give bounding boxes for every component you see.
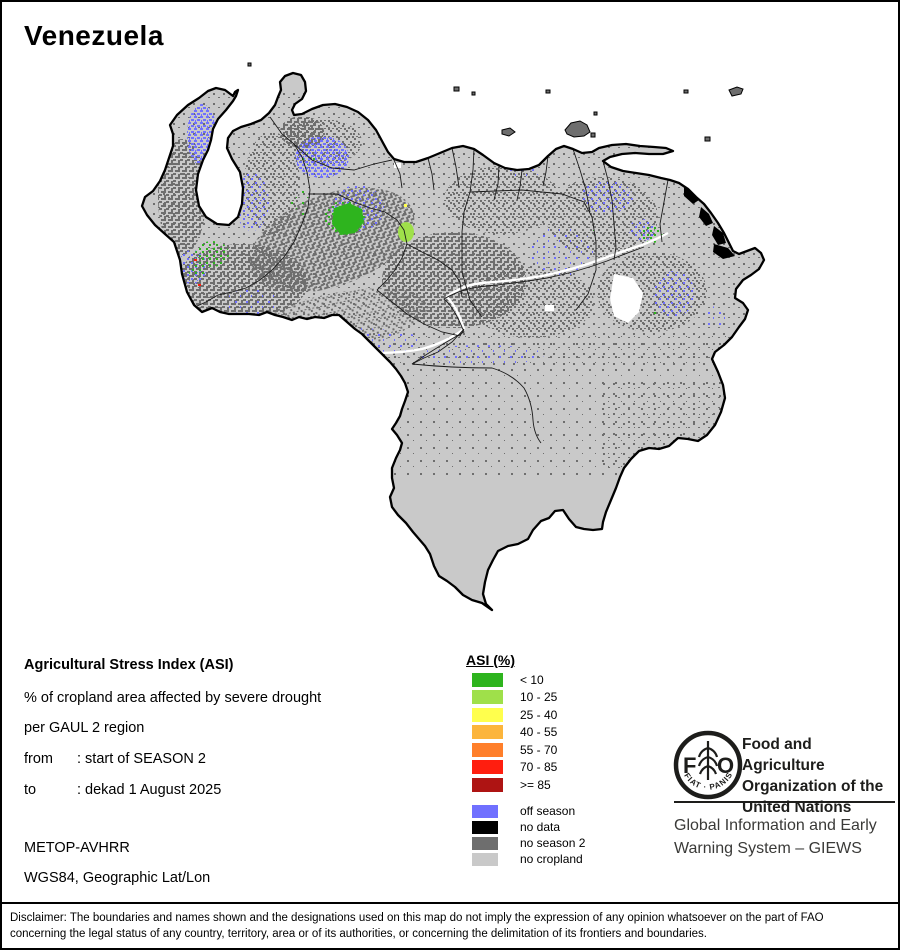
islands	[247, 62, 744, 142]
legend-row: no data	[472, 819, 585, 835]
legend-swatch	[472, 852, 498, 866]
legend-swatch	[472, 690, 503, 705]
legend-label: < 10	[520, 672, 544, 687]
giews-line1: Global Information and Early	[674, 817, 877, 834]
page-title: Venezuela	[24, 20, 164, 51]
legend-label: no data	[520, 820, 561, 834]
asi-description-line2: per GAUL 2 region	[24, 720, 145, 736]
legend-label: off season	[520, 804, 576, 818]
legend-label: 10 - 25	[520, 690, 558, 705]
legend-swatch	[472, 777, 503, 792]
legend-row: >= 85	[472, 776, 557, 794]
asi-legend-extras: off season no data no season 2 no cropland	[472, 803, 585, 867]
legend-swatch	[472, 742, 503, 757]
wheat-ear-icon	[697, 741, 719, 780]
asi-heading: Agricultural Stress Index (ASI)	[24, 657, 234, 673]
legend-row: 25 - 40	[472, 706, 557, 724]
legend-swatch	[472, 672, 503, 687]
admin-boundaries	[196, 116, 669, 444]
giews-label: Global Information and Early Warning Sys…	[674, 814, 877, 860]
to-value: : dekad 1 August 2025	[77, 782, 222, 798]
legend-swatch	[472, 760, 503, 775]
to-label: to	[24, 782, 37, 798]
legend-row: no cropland	[472, 851, 585, 867]
legend-swatch	[472, 804, 498, 818]
legend-swatch	[472, 836, 498, 850]
date-range-from: from : start of SEASON 2	[24, 751, 206, 767]
venezuela-map	[140, 62, 766, 612]
legend-row: 40 - 55	[472, 724, 557, 742]
legend-swatch	[472, 725, 503, 740]
legend-label: 40 - 55	[520, 725, 558, 740]
fao-logo: F O FIAT · PANIS	[673, 730, 743, 800]
projection-label: WGS84, Geographic Lat/Lon	[24, 870, 211, 886]
legend-row: off season	[472, 803, 585, 819]
asi-description-line1: % of cropland area affected by severe dr…	[24, 690, 322, 706]
legend-row: 70 - 85	[472, 759, 557, 777]
legend-label: no season 2	[520, 836, 586, 850]
date-range-to: to : dekad 1 August 2025	[24, 782, 221, 798]
asi-legend-title: ASI (%)	[466, 652, 515, 668]
fao-org-line3: United Nations	[742, 799, 852, 816]
legend-label: 70 - 85	[520, 760, 558, 775]
svg-text:F: F	[683, 753, 696, 778]
legend-row: < 10	[472, 671, 557, 689]
fao-org-line2: Organization of the	[742, 778, 884, 795]
legend-row: no season 2	[472, 835, 585, 851]
disclaimer: Disclaimer: The boundaries and names sho…	[2, 902, 898, 942]
giews-line2: Warning System – GIEWS	[674, 840, 862, 857]
sensor-label: METOP-AVHRR	[24, 840, 130, 856]
disclaimer-line1: Disclaimer: The boundaries and names sho…	[10, 912, 824, 924]
from-label: from	[24, 751, 53, 767]
legend-label: 25 - 40	[520, 707, 558, 722]
legend-label: no cropland	[520, 852, 583, 866]
legend-label: >= 85	[520, 777, 551, 792]
fao-org-name: Food and Agriculture Organization of the…	[742, 734, 898, 818]
fao-org-line1: Food and Agriculture	[742, 736, 825, 774]
legend-swatch	[472, 820, 498, 834]
legend-label: 55 - 70	[520, 742, 558, 757]
from-value: : start of SEASON 2	[77, 751, 206, 767]
disclaimer-line2: concerning the legal status of any count…	[10, 927, 707, 940]
fao-divider	[674, 801, 895, 803]
svg-text:O: O	[717, 753, 734, 778]
legend-swatch	[472, 707, 503, 722]
asi-legend-classes: < 10 10 - 25 25 - 40 40 - 55 55 - 70 70 - 85 >…	[472, 671, 557, 794]
legend-row: 10 - 25	[472, 689, 557, 707]
legend-row: 55 - 70	[472, 741, 557, 759]
